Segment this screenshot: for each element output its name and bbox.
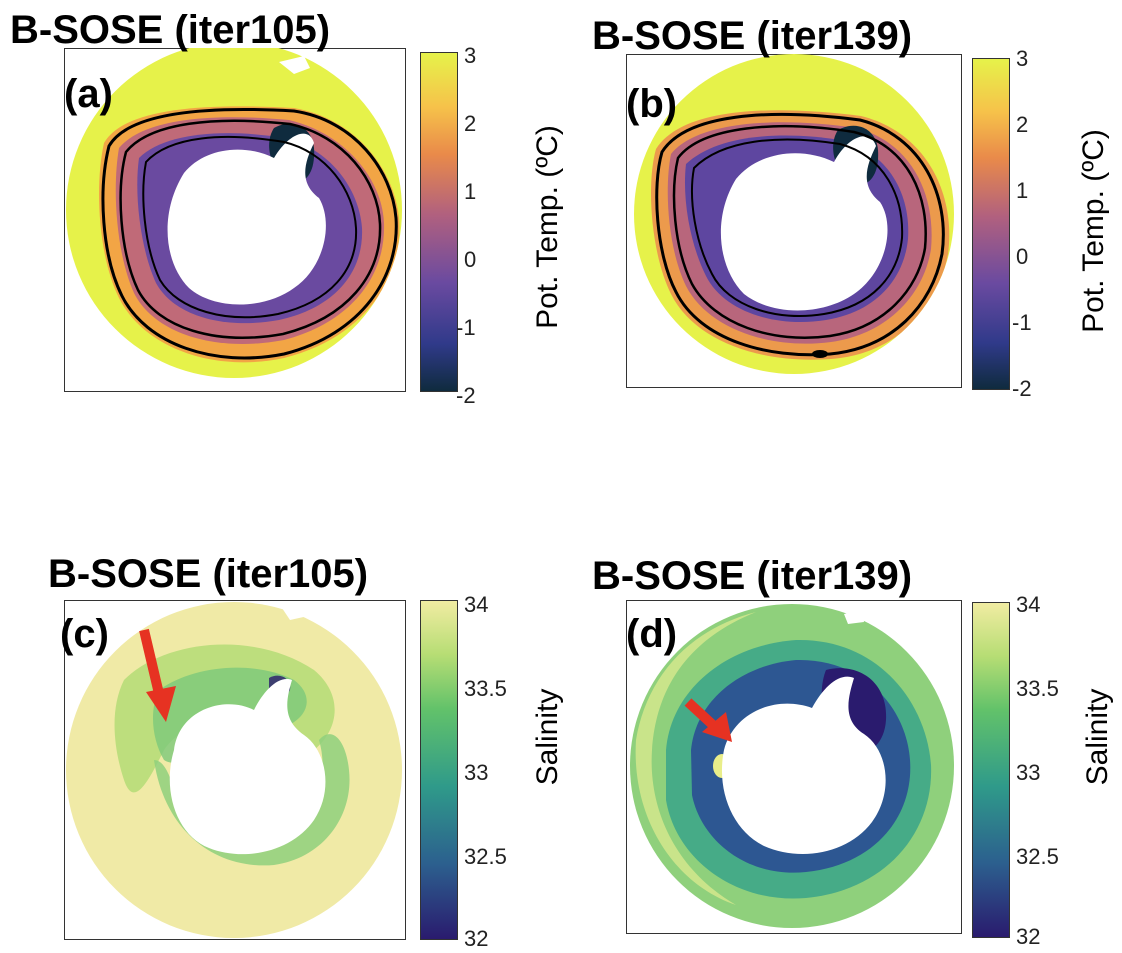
cbar-b-tick-4: 0 bbox=[1016, 244, 1029, 269]
contour-blob-b bbox=[812, 350, 828, 358]
cbar-b-label: Pot. Temp. (ºC) bbox=[1077, 129, 1110, 333]
cbar-a-tick-3: 1 bbox=[464, 179, 477, 204]
panel-title-c: B-SOSE (iter105) bbox=[48, 552, 369, 596]
contour-inner-a bbox=[142, 135, 358, 319]
cbar-d-label: Salinity bbox=[1081, 688, 1114, 786]
red-arrow-c-head bbox=[146, 686, 176, 722]
contour-outer-a bbox=[101, 107, 398, 360]
red-arrow-d bbox=[684, 698, 732, 742]
cbar-d-tick-2: 33.5 bbox=[1016, 676, 1059, 701]
cbar-a-tick-1: 3 bbox=[464, 43, 477, 68]
cbar-b-tick-6: -2 bbox=[1012, 376, 1032, 401]
panel-label-d: (d) bbox=[626, 612, 678, 656]
continent-a bbox=[167, 133, 326, 305]
contour-mid-b bbox=[672, 125, 927, 339]
red-arrow-d-head bbox=[702, 712, 732, 742]
cbar-c-tick-3: 33 bbox=[464, 760, 489, 785]
red-arrow-c bbox=[139, 628, 176, 722]
continent-c bbox=[169, 679, 326, 855]
contour-inner-b bbox=[691, 138, 904, 318]
panel-title-a: B-SOSE (iter105) bbox=[10, 8, 331, 52]
red-arrow-c-shaft bbox=[139, 628, 165, 700]
map-a bbox=[66, 48, 402, 378]
cbar-a-tick-5: -1 bbox=[456, 315, 476, 340]
cbar-c-tick-1: 34 bbox=[464, 592, 489, 617]
colorbar-a bbox=[420, 52, 458, 392]
continent-d bbox=[721, 676, 886, 854]
cbar-c-tick-2: 33.5 bbox=[464, 676, 507, 701]
panel-label-c: (c) bbox=[60, 612, 109, 656]
contour-outer-b bbox=[655, 113, 945, 357]
contour-mid-a bbox=[119, 119, 382, 339]
cbar-b-tick-3: 1 bbox=[1016, 178, 1029, 203]
panel-label-a: (a) bbox=[64, 72, 113, 116]
map-notch-c bbox=[282, 604, 308, 620]
colorbar-c bbox=[420, 600, 458, 940]
salty-rim-d bbox=[635, 612, 756, 905]
colorbar-b bbox=[972, 58, 1010, 390]
map-notch-a bbox=[279, 56, 310, 74]
panel-title-d: B-SOSE (iter139) bbox=[592, 554, 913, 598]
map-b bbox=[634, 54, 954, 374]
cbar-c-tick-5: 32 bbox=[464, 926, 489, 951]
cbar-b-tick-2: 2 bbox=[1016, 112, 1029, 137]
cbar-b-tick-1: 3 bbox=[1016, 46, 1029, 71]
colorbar-d bbox=[972, 602, 1010, 938]
cbar-c-tick-4: 32.5 bbox=[464, 844, 507, 869]
map-c bbox=[66, 602, 402, 938]
cbar-a-tick-2: 2 bbox=[464, 111, 477, 136]
red-arrow-d-shaft bbox=[684, 698, 718, 730]
continent-b bbox=[720, 136, 888, 311]
panel-label-b: (b) bbox=[626, 82, 678, 126]
cbar-c-label: Salinity bbox=[531, 688, 564, 786]
cbar-d-tick-4: 32.5 bbox=[1016, 844, 1059, 869]
map-notch-d bbox=[844, 610, 864, 624]
cbar-d-tick-5: 32 bbox=[1016, 924, 1041, 949]
map-d bbox=[630, 604, 954, 928]
cbar-a-label: Pot. Temp. (ºC) bbox=[531, 125, 564, 329]
cbar-d-tick-1: 34 bbox=[1016, 592, 1041, 617]
cbar-a-tick-6: -2 bbox=[456, 383, 476, 408]
cbar-a-tick-4: 0 bbox=[464, 247, 477, 272]
cbar-b-tick-5: -1 bbox=[1012, 310, 1032, 335]
cbar-d-tick-3: 33 bbox=[1016, 760, 1041, 785]
panel-title-b: B-SOSE (iter139) bbox=[592, 14, 913, 58]
